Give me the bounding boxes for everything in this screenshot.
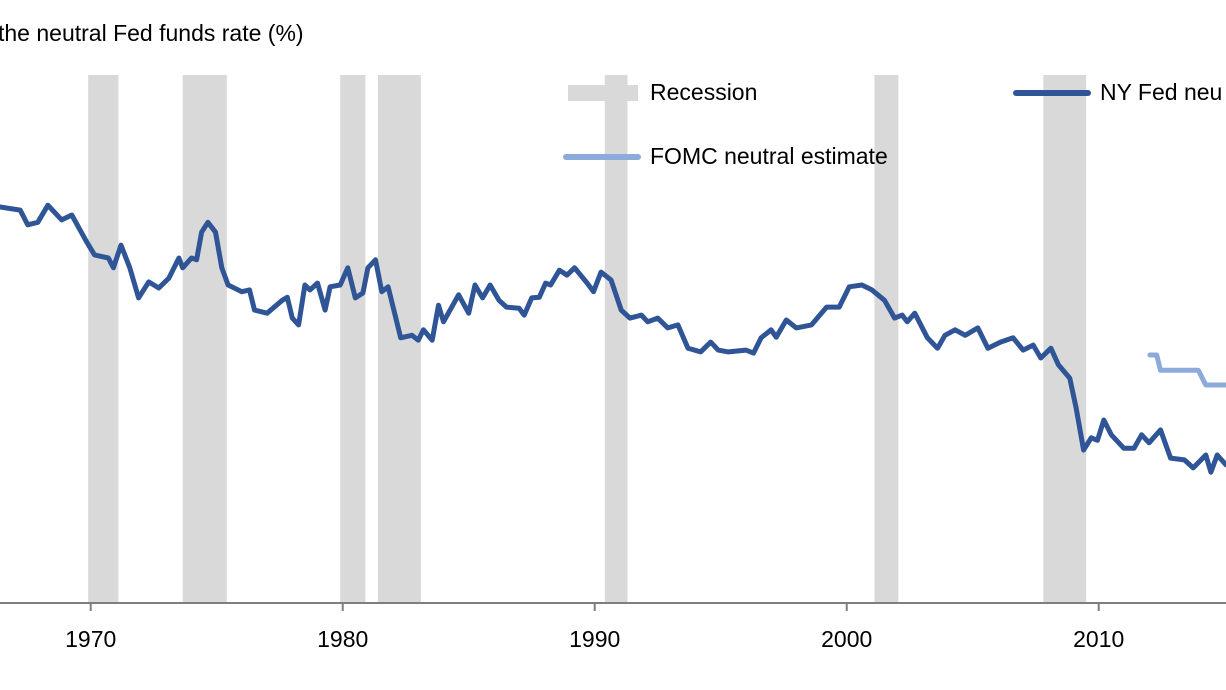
recession-band bbox=[182, 75, 227, 603]
legend-swatch bbox=[568, 85, 638, 101]
recession-band bbox=[874, 75, 899, 603]
recession-band bbox=[1043, 75, 1087, 603]
legend-label: FOMC neutral estimate bbox=[650, 143, 888, 169]
recession-band bbox=[88, 75, 119, 603]
recession-band bbox=[604, 75, 628, 603]
x-tick-label: 2010 bbox=[1073, 626, 1124, 652]
chart-title: the neutral Fed funds rate (%) bbox=[0, 20, 304, 46]
x-tick-label: 1980 bbox=[317, 626, 368, 652]
series-line bbox=[1147, 352, 1226, 388]
x-tick-label: 1970 bbox=[65, 626, 116, 652]
legend-label: Recession bbox=[650, 79, 757, 105]
legend-label: NY Fed neu bbox=[1100, 79, 1222, 105]
x-tick-label: 2000 bbox=[821, 626, 872, 652]
series-line bbox=[0, 202, 1226, 475]
recession-band bbox=[340, 75, 366, 603]
x-tick-label: 1990 bbox=[569, 626, 620, 652]
